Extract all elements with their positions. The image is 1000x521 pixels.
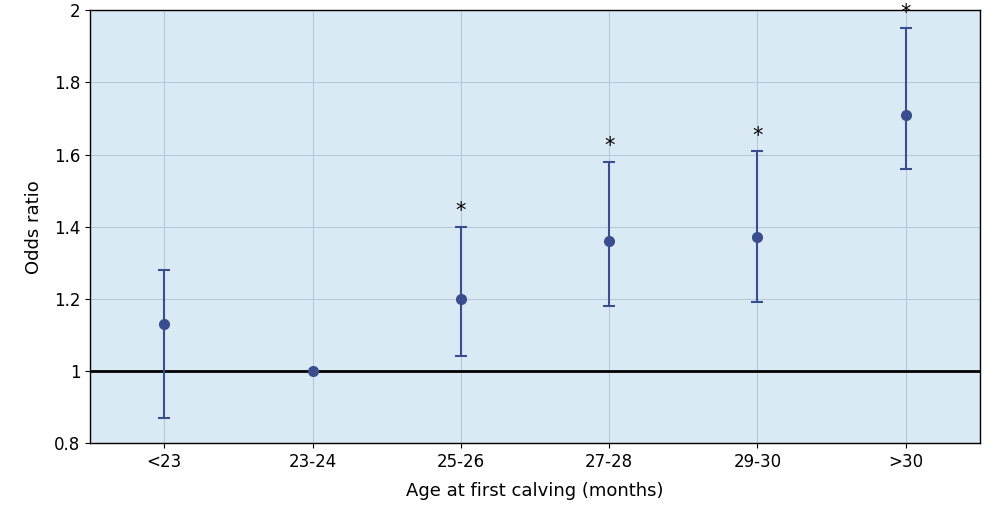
Text: *: * — [456, 201, 466, 221]
Text: *: * — [604, 137, 614, 156]
Text: *: * — [901, 3, 911, 23]
X-axis label: Age at first calving (months): Age at first calving (months) — [406, 482, 664, 500]
Y-axis label: Odds ratio: Odds ratio — [25, 180, 43, 274]
Text: *: * — [752, 126, 763, 145]
